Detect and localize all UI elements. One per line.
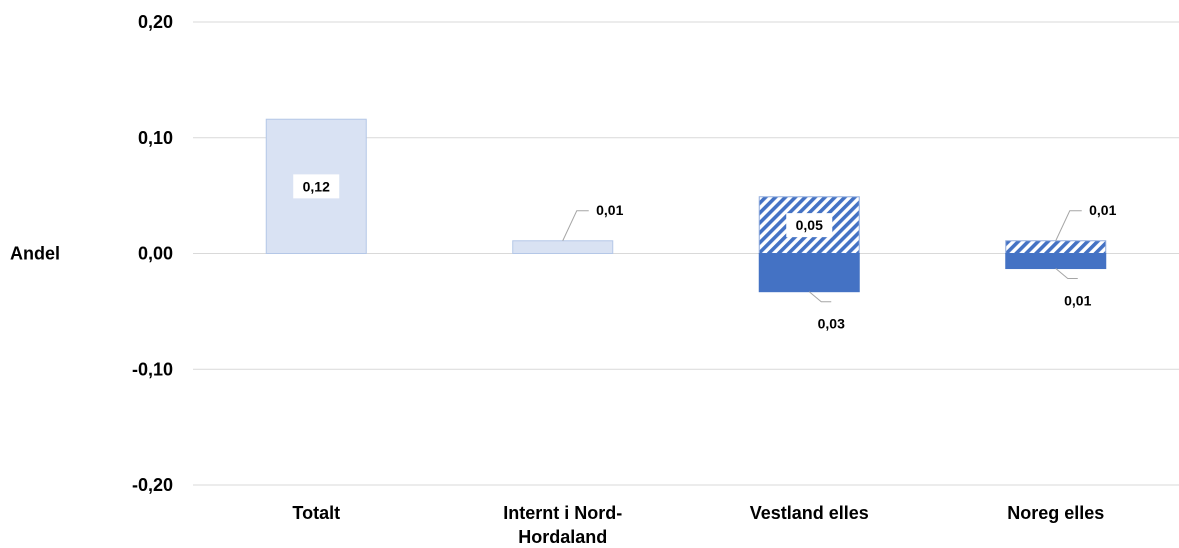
data-label: 0,03	[818, 316, 845, 332]
bar-solid	[1005, 253, 1107, 270]
data-label: 0,01	[1089, 202, 1116, 218]
y-tick-label: -0,10	[132, 359, 173, 379]
leader-line	[562, 210, 589, 241]
data-label: 0,05	[796, 217, 823, 233]
y-axis-label: Andel	[10, 244, 60, 264]
data-label-box	[786, 213, 833, 238]
y-tick-label: 0,00	[138, 244, 173, 264]
data-label: 0,12	[303, 178, 330, 194]
bars	[265, 118, 1107, 293]
x-category-label: Noreg elles	[1007, 503, 1104, 523]
bar-solid	[758, 253, 860, 293]
x-category-label: Totalt	[292, 503, 340, 523]
leader-line	[1055, 268, 1078, 280]
x-category-label: Internt i Nord-	[503, 503, 622, 523]
leader-line	[808, 291, 832, 303]
y-tick-label: 0,10	[138, 128, 173, 148]
x-category-label: Vestland elles	[750, 503, 869, 523]
bar-hatched	[1005, 240, 1107, 255]
bar-light	[512, 240, 614, 255]
axes: 0,20 0,10 0,00 -0,10 -0,20 Andel Totalt Internt…	[10, 12, 1104, 547]
data-label-box	[293, 174, 340, 199]
x-category-label: Hordaland	[518, 527, 607, 547]
y-tick-label: -0,20	[132, 475, 173, 495]
data-label: 0,01	[596, 202, 623, 218]
y-tick-label: 0,20	[138, 12, 173, 32]
data-label: 0,01	[1064, 293, 1091, 309]
leader-line	[1055, 210, 1082, 241]
data-labels: 0,12 0,01 0,05 0,01 0,03 0,01	[293, 174, 1117, 332]
